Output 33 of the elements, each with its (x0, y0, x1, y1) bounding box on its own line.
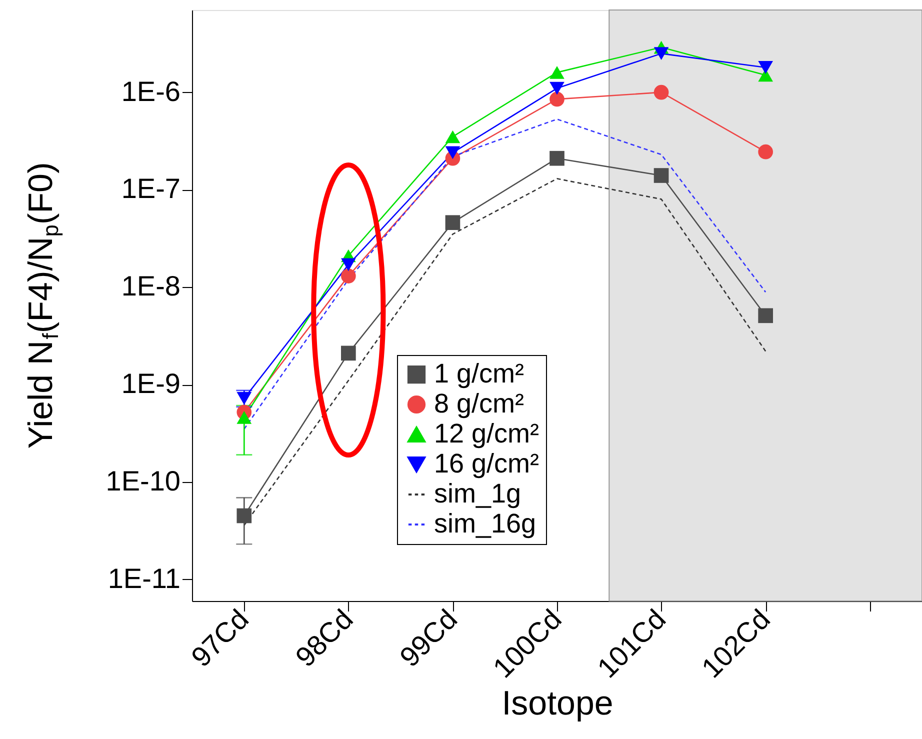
point (341, 346, 356, 361)
point (550, 92, 564, 107)
point (341, 258, 356, 272)
legend-label: 8 g/cm² (434, 388, 524, 418)
point (445, 215, 460, 230)
x-axis-title: Isotope (502, 684, 614, 723)
y-tick-label: 1E-7 (121, 173, 180, 204)
point (236, 392, 252, 405)
y-tick-label: 1E-9 (121, 368, 180, 400)
y-tick-label: 1E-6 (121, 76, 180, 107)
point (341, 268, 356, 284)
point (758, 144, 773, 160)
point (654, 168, 669, 183)
point (550, 82, 564, 95)
point (445, 130, 460, 144)
point (550, 66, 564, 79)
point (236, 410, 252, 424)
y-tick-label: 1E-8 (121, 270, 180, 302)
point (654, 84, 669, 100)
legend-label: sim_16g (434, 508, 536, 538)
y-axis-title: Yield Nf(F4)/Np(F0) (22, 162, 63, 449)
point (445, 146, 460, 160)
legend-label: sim_1g (434, 478, 522, 508)
y-tick-label: 1E-11 (108, 562, 180, 594)
point (758, 61, 773, 74)
legend-label: 1 g/cm² (434, 358, 524, 388)
point (654, 47, 669, 60)
legend-label: 16 g/cm² (434, 448, 540, 478)
legend-label: 12 g/cm² (434, 418, 540, 448)
point (236, 508, 252, 524)
y-tick-label: 1E-10 (106, 465, 180, 496)
point (550, 150, 564, 166)
point (758, 308, 773, 324)
